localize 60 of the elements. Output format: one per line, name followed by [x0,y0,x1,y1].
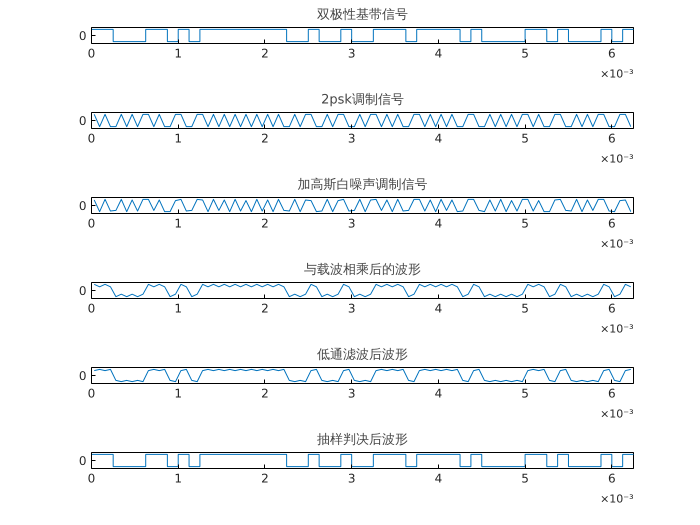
text: ×10⁻³ [600,492,634,506]
x-tick-label: 3 [348,46,356,60]
x-tick-label: 1 [174,132,182,146]
x-tick-label: 5 [521,46,529,60]
x-tick-label: 6 [608,216,616,230]
x-tick-label: 5 [521,472,529,486]
x-tick-label: 2 [261,302,269,316]
x-tick-label: 0 [88,302,96,316]
x-tick-label: 4 [434,472,442,486]
text: ×10⁻³ [600,408,634,420]
x-tick-label: 1 [174,46,182,60]
x-tick-label: 0 [88,132,96,146]
x-tick-label: 1 [174,472,182,486]
x-tick-label: 3 [348,216,356,230]
x-tick-label: 2 [261,46,269,60]
text: 0 [78,369,87,383]
text: 0 [78,114,87,128]
x-tick-label: 6 [608,472,616,486]
x-tick-label: 3 [348,386,356,400]
x-tick-label: 6 [608,302,616,316]
x-tick-label: 0 [88,386,96,400]
text: ×10⁻³ [600,238,634,250]
x-tick-label: 3 [348,132,356,146]
x-tick-label: 3 [348,472,356,486]
x-tick-label: 1 [174,302,182,316]
x-tick-label: 5 [521,216,529,230]
x-tick-label: 0 [88,46,96,60]
chart-title: 2psk调制信号 [321,92,404,108]
x-tick-label: 2 [261,132,269,146]
x-tick-label: 1 [174,386,182,400]
x-tick-label: 6 [608,132,616,146]
text: 0 [78,284,87,298]
x-tick-label: 4 [434,46,442,60]
x-tick-label: 2 [261,472,269,486]
text: ×10⁻³ [600,152,634,166]
text: 0 [78,199,87,213]
x-tick-label: 0 [88,472,96,486]
chart-title: 加高斯白噪声调制信号 [298,176,428,192]
text: 0 [78,29,87,43]
chart-title: 双极性基带信号 [317,8,408,22]
x-tick-label: 2 [261,216,269,230]
x-tick-label: 1 [174,216,182,230]
x-tick-label: 4 [434,386,442,400]
chart-title: 与载波相乘后的波形 [304,262,421,278]
x-tick-label: 4 [434,302,442,316]
x-tick-label: 0 [88,216,96,230]
x-tick-label: 6 [608,386,616,400]
x-tick-label: 4 [434,132,442,146]
x-tick-label: 6 [608,46,616,60]
chart-title: 抽样判决后波形 [317,432,408,448]
text: ×10⁻³ [600,68,634,80]
chart-title: 低通滤波后波形 [317,348,408,362]
x-tick-label: 5 [521,386,529,400]
x-tick-label: 2 [261,386,269,400]
x-tick-label: 5 [521,302,529,316]
x-tick-label: 5 [521,132,529,146]
text: 0 [78,454,87,468]
x-tick-label: 4 [434,216,442,230]
x-tick-label: 3 [348,302,356,316]
text: ×10⁻³ [600,322,634,336]
